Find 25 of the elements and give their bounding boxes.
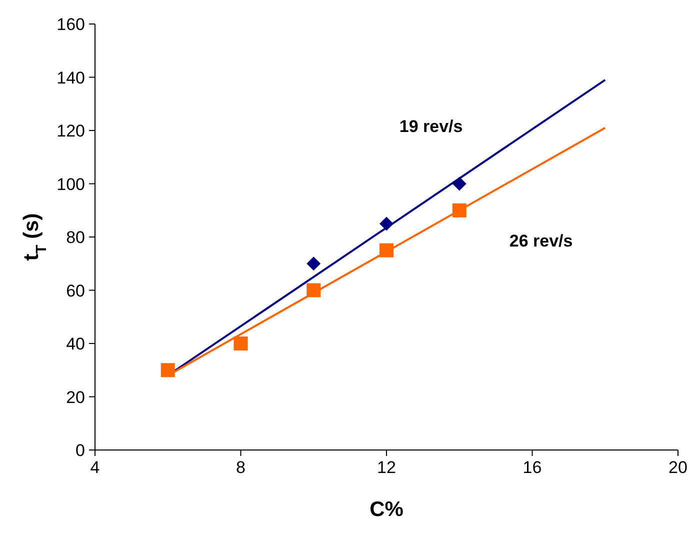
- point: [452, 203, 466, 218]
- y-tick-label: 120: [56, 122, 85, 140]
- y-tick-label: 160: [56, 15, 85, 34]
- y-tick-label: 40: [66, 334, 85, 354]
- x-tick-label: 16: [522, 458, 542, 477]
- x-tick-label: 8: [236, 458, 246, 477]
- point: [380, 216, 394, 231]
- y-tick-label: 60: [66, 281, 85, 300]
- point: [160, 363, 175, 378]
- y-tick-label: 80: [66, 228, 85, 247]
- point: [452, 176, 466, 191]
- point: [306, 256, 321, 271]
- x-tick-label: 20: [668, 458, 688, 477]
- x-tick-label: 4: [90, 458, 100, 477]
- point: [380, 243, 394, 258]
- y-tick-label: 0: [76, 441, 85, 460]
- x-tick-label: 12: [377, 458, 396, 477]
- point: [306, 283, 321, 298]
- point: [234, 336, 248, 350]
- y-tick-label: 140: [56, 68, 85, 88]
- y-tick-label: 100: [56, 174, 85, 194]
- y-tick-label: 20: [66, 388, 85, 407]
- text: 26 rev/s: [509, 231, 573, 250]
- text: 19 rev/s: [399, 116, 463, 136]
- x-axis-title: C%: [370, 498, 404, 521]
